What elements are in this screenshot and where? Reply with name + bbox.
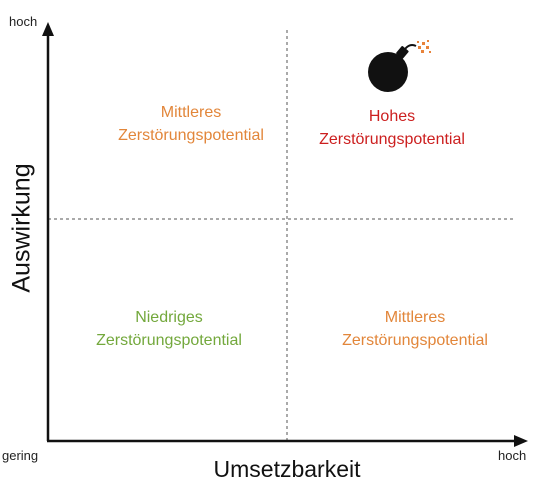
quadrant-top-left-label: Mittleres Zerstörungspotential [118, 101, 264, 147]
bomb-icon [368, 40, 431, 92]
x-axis-title: Umsetzbarkeit [213, 456, 361, 482]
quadrant-top-left-line2: Zerstörungspotential [118, 127, 264, 144]
quadrant-top-left-line1: Mittleres [160, 104, 222, 121]
x-axis-high-label: hoch [498, 448, 527, 463]
quadrant-bottom-right-line1: Mittleres [384, 309, 446, 326]
quadrant-top-right-line1: Hohes [368, 108, 416, 125]
y-axis-arrow-icon [42, 22, 54, 36]
y-axis-high-label: hoch [9, 14, 38, 29]
quadrant-bottom-right-label: Mittleres Zerstörungspotential [342, 306, 488, 352]
x-axis-arrow-icon [514, 435, 528, 447]
quadrant-top-right-line2: Zerstörungspotential [319, 131, 465, 148]
quadrant-bottom-left-label: Niedriges Zerstörungspotential [96, 306, 242, 352]
quadrant-bottom-left-line1: Niedriges [135, 309, 203, 326]
y-axis-title: Auswirkung [7, 163, 36, 293]
quadrant-top-right-label: Hohes Zerstörungspotential [319, 105, 465, 151]
quadrant-bottom-left-line2: Zerstörungspotential [96, 332, 242, 349]
origin-low-label: gering [2, 448, 39, 463]
spark-icon [417, 40, 431, 53]
quadrant-bottom-right-line2: Zerstörungspotential [342, 332, 488, 349]
